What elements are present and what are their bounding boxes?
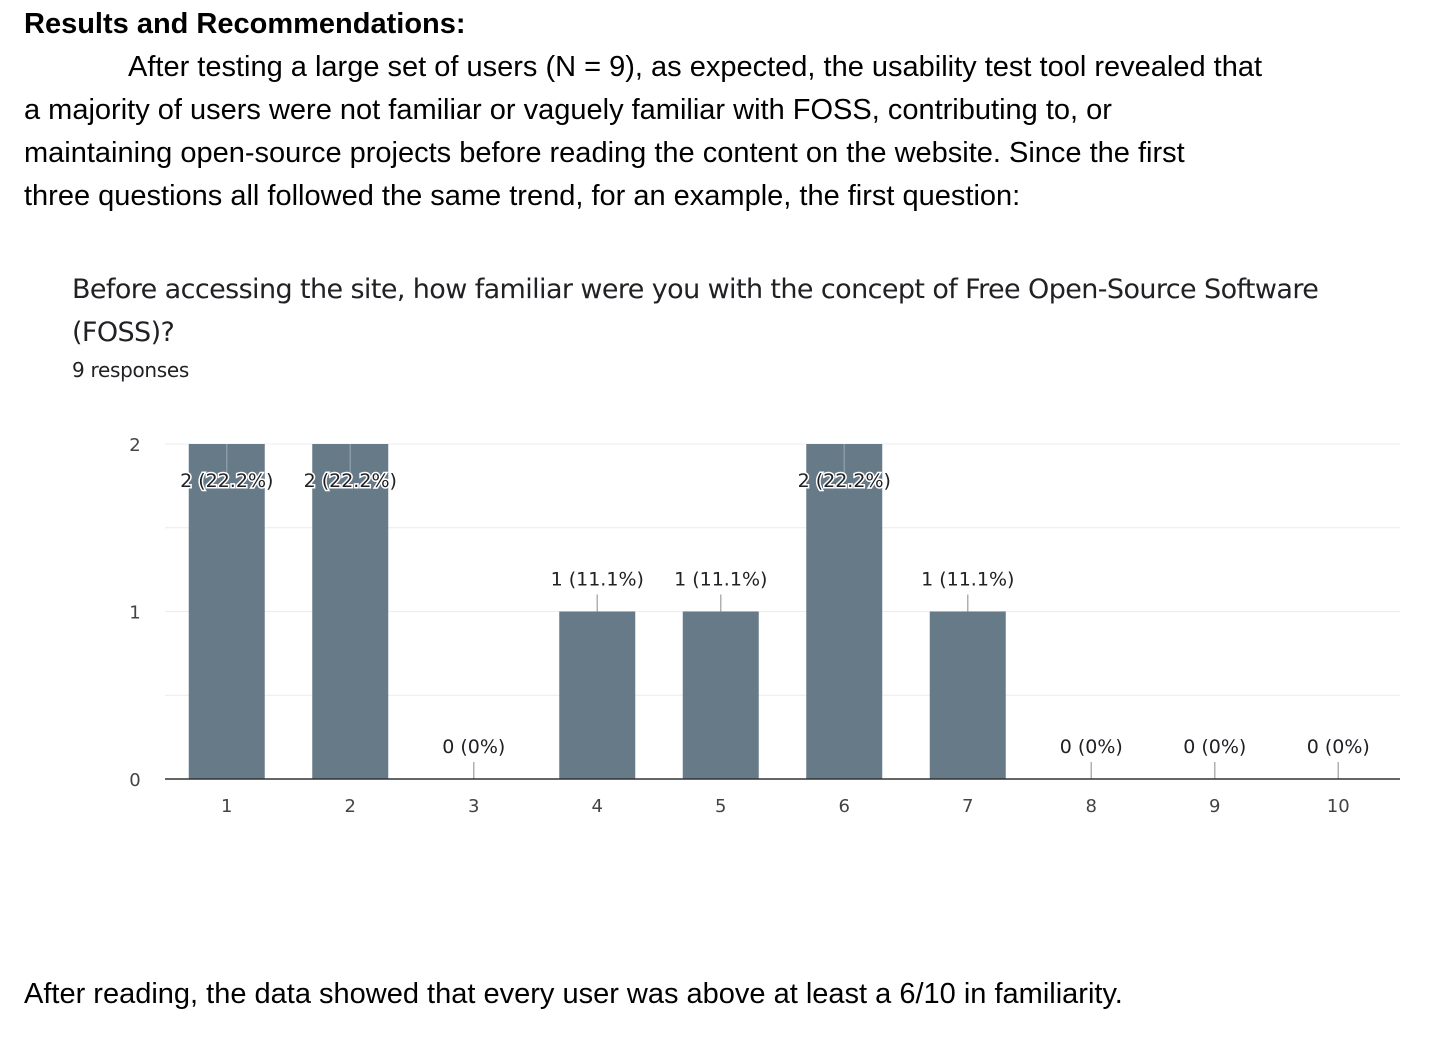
y-tick-label: 0: [129, 770, 140, 791]
question-title-line: (FOSS)?: [72, 317, 175, 348]
x-tick-label: 10: [1327, 796, 1350, 817]
data-label: 0 (0%): [1183, 736, 1246, 758]
bar: [682, 611, 759, 779]
response-count: 9 responses: [72, 358, 190, 382]
x-tick-label: 1: [221, 796, 232, 817]
question-title: Before accessing the site, how familiar …: [72, 268, 1402, 354]
data-label: 0 (0%): [442, 736, 505, 758]
x-tick-label: 7: [962, 796, 973, 817]
paragraph-line: three questions all followed the same tr…: [24, 180, 1021, 212]
results-paragraph: After testing a large set of users (N = …: [24, 46, 1424, 218]
paragraph-line: After testing a large set of users (N = …: [128, 51, 1263, 83]
x-tick-label: 8: [1086, 796, 1097, 817]
bar: [806, 444, 883, 779]
data-label: 2 (22.2%): [798, 470, 891, 492]
data-label: 1 (11.1%): [674, 569, 767, 591]
data-label: 2 (22.2%): [180, 470, 273, 492]
x-tick-label: 4: [592, 796, 603, 817]
bar: [312, 444, 389, 779]
data-label: 0 (0%): [1307, 736, 1370, 758]
conclusion-text: After reading, the data showed that ever…: [24, 978, 1123, 1010]
data-label: 1 (11.1%): [921, 569, 1014, 591]
bar: [929, 611, 1006, 779]
data-label: 2 (22.2%): [304, 470, 397, 492]
x-tick-label: 6: [839, 796, 850, 817]
bar: [559, 611, 636, 779]
data-label: 0 (0%): [1060, 736, 1123, 758]
y-tick-label: 1: [129, 603, 140, 624]
paragraph-line: a majority of users were not familiar or…: [24, 94, 1112, 126]
x-tick-label: 5: [715, 796, 726, 817]
data-label: 1 (11.1%): [551, 569, 644, 591]
x-tick-label: 9: [1209, 796, 1220, 817]
paragraph-line: maintaining open-source projects before …: [24, 137, 1185, 169]
responses-bar-chart: 0 1 2 2 (22.2%) 1 2 (22.2%) 2 0 (0%) 3 1 (11.1%) 4…: [129, 435, 1400, 817]
x-tick-label: 2: [345, 796, 356, 817]
section-heading: Results and Recommendations:: [24, 8, 466, 40]
bar: [188, 444, 265, 779]
x-tick-label: 3: [468, 796, 479, 817]
y-tick-label: 2: [129, 435, 140, 456]
question-title-line: Before accessing the site, how familiar …: [72, 274, 1319, 305]
